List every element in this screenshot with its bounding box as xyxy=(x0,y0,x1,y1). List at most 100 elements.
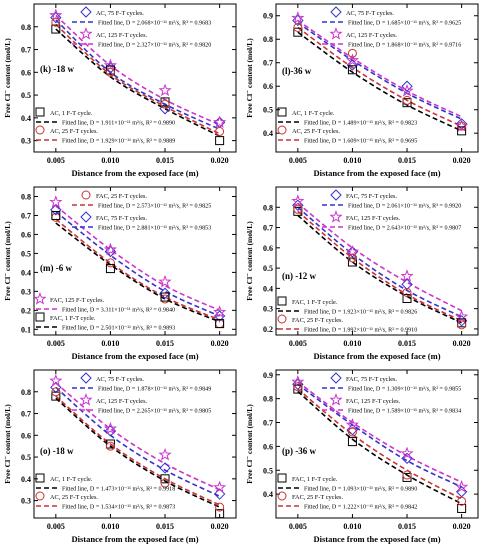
legend-label: AC, 1 F-T cycle. xyxy=(50,476,93,483)
data-point xyxy=(457,121,467,131)
x-tick-label: 0.010 xyxy=(101,156,119,165)
x-axis-label: Distance from the exposed face (m) xyxy=(313,351,440,361)
data-point xyxy=(402,287,412,297)
legend-marker xyxy=(35,473,45,483)
legend-label: FAC, 125 F-T cycles. xyxy=(346,215,401,222)
legend-label: FAC, 75 F-T cycles. xyxy=(346,193,397,200)
chart-panel: 0.005 0.010 0.015 0.020 0.1 0.2 0.3 0.4 0.5 0.6 0.… xyxy=(0,183,242,366)
legend-fit-label: Fitted line, D = 1.309×10⁻¹¹ m²/s, R² = … xyxy=(348,386,461,393)
data-point xyxy=(345,417,360,431)
data-point xyxy=(293,22,303,32)
y-tick-label: 0.8 xyxy=(263,395,273,404)
legend-label: FAC, 1 F-T cycle. xyxy=(292,476,338,483)
legend-fit-label: Fitted line, D = 1.929×10⁻¹¹ m²/s, R² = … xyxy=(62,138,175,145)
y-tick-label: 0.9 xyxy=(263,371,273,380)
x-axis-label: Distance from the exposed face (m) xyxy=(71,351,198,361)
plot-frame xyxy=(275,186,479,336)
data-point xyxy=(291,11,305,24)
legend-fit-label: Fitted line, D = 2.327×10⁻¹¹ m²/s, R² = … xyxy=(98,42,211,49)
legend-label: FAC, 75 F-T cycles. xyxy=(346,376,397,383)
data-point xyxy=(291,194,305,207)
legend-label: AC, 75 F-T cycles. xyxy=(346,10,394,17)
fitted-line xyxy=(297,383,462,488)
chart-panel: 0.005 0.010 0.015 0.020 0.3 0.4 0.5 0.6 0.7 0.8 Di… xyxy=(0,366,242,549)
y-tick-label: 0.7 xyxy=(21,410,31,419)
data-point xyxy=(49,8,63,21)
legend-fit-label: Fitted line, D = 2.068×10⁻¹¹ m²/s, R² = … xyxy=(98,20,211,27)
fitted-line xyxy=(297,31,462,132)
x-axis-label: Distance from the exposed face (m) xyxy=(313,534,440,544)
fitted-line xyxy=(55,386,220,497)
data-point xyxy=(158,447,172,461)
y-tick-label: 0.4 xyxy=(21,268,31,277)
fitted-line xyxy=(55,14,220,126)
fitted-line xyxy=(297,388,462,500)
legend-fit-label: Fitted line, D = 1.489×10⁻¹¹ m²/s, R² = … xyxy=(304,120,417,127)
fitted-line xyxy=(297,206,462,318)
legend-fit-label: Fitted line, D = 1.473×10⁻¹¹ m²/s, R² = … xyxy=(62,486,175,493)
data-point xyxy=(160,97,170,107)
x-tick-label: 0.020 xyxy=(453,522,471,531)
x-tick-label: 0.015 xyxy=(156,522,174,531)
data-point xyxy=(49,373,63,387)
data-point xyxy=(158,83,172,97)
legend-marker xyxy=(329,210,343,223)
chart-panel: 0.005 0.010 0.015 0.020 0.2 0.3 0.4 0.5 0.6 0.7 0.… xyxy=(242,183,484,366)
y-tick-label: 0.7 xyxy=(263,224,273,233)
chart-svg: 0.005 0.010 0.015 0.020 0.1 0.2 0.3 0.4 0.5 0.6 0.… xyxy=(3,186,237,361)
legend-label: FAC, 125 F-T cycles. xyxy=(50,297,105,304)
legend-label: FAC, 1 F-T cycle. xyxy=(292,299,338,306)
data-point xyxy=(49,195,63,208)
legend-marker xyxy=(330,189,342,201)
x-tick-label: 0.010 xyxy=(101,522,119,531)
data-point xyxy=(213,115,227,129)
data-point xyxy=(103,421,118,435)
legend-label: FAC, 75 F-T cycles. xyxy=(96,215,147,222)
legend-fit-label: Fitted line, D = 2.881×10⁻¹¹ m²/s, R² = … xyxy=(98,225,211,232)
legend-label: AC, 75 F-T cycles. xyxy=(96,10,144,17)
data-point xyxy=(402,294,412,304)
data-point xyxy=(215,127,225,137)
plot-frame xyxy=(33,369,237,519)
legend-marker xyxy=(35,491,45,501)
y-tick-label: 0.6 xyxy=(263,442,273,451)
x-tick-label: 0.005 xyxy=(47,339,65,348)
legend-label: FAC, 25 F-T cycles. xyxy=(292,494,343,501)
data-point xyxy=(347,253,357,263)
panel-label: (o) -18 w xyxy=(40,446,74,456)
data-point xyxy=(215,136,225,146)
x-tick-label: 0.010 xyxy=(101,339,119,348)
data-point xyxy=(103,58,118,72)
legend-marker xyxy=(80,372,92,384)
data-point xyxy=(402,98,412,108)
data-point xyxy=(50,204,62,216)
x-tick-label: 0.005 xyxy=(289,339,307,348)
data-point xyxy=(105,264,115,274)
y-tick-label: 0.8 xyxy=(21,388,31,397)
legend-fit-label: Fitted line, D = 1.589×10⁻¹¹ m²/s, R² = … xyxy=(348,408,461,415)
fitted-line xyxy=(55,19,220,130)
x-axis-label: Distance from the exposed face (m) xyxy=(313,168,440,178)
y-tick-label: 0.5 xyxy=(263,466,273,475)
data-point xyxy=(293,384,303,394)
y-tick-label: 0.3 xyxy=(21,137,31,146)
data-point xyxy=(293,27,303,37)
data-point xyxy=(291,375,305,388)
y-tick-label: 0.6 xyxy=(263,82,273,91)
legend-fit-label: Fitted line, D = 2.573×10⁻¹¹ m²/s, R² = … xyxy=(98,203,211,210)
data-point xyxy=(292,14,304,27)
x-axis-label: Distance from the exposed face (m) xyxy=(71,168,198,178)
data-point xyxy=(347,257,357,267)
data-point xyxy=(293,204,303,214)
x-tick-label: 0.015 xyxy=(398,156,416,165)
legend-marker xyxy=(329,393,343,406)
y-tick-label: 0.4 xyxy=(263,284,273,293)
legend-marker xyxy=(80,6,92,18)
chart-panel: 0.005 0.010 0.015 0.020 0.4 0.5 0.6 0.7 0.8 0.9 Di… xyxy=(242,366,484,549)
legend-fit-label: Fitted line, D = 1.911×10⁻¹¹ m²/s, R² = … xyxy=(62,120,175,127)
chart-panel: 0.005 0.010 0.015 0.020 0.3 0.4 0.5 0.6 0.7 0.8 Di… xyxy=(0,0,242,183)
legend-label: AC, 75 F-T cycles. xyxy=(96,376,144,383)
legend-label: AC, 125 F-T cycles. xyxy=(346,32,398,39)
data-point xyxy=(215,509,225,519)
legend-label: FAC, 1 F-T cycle. xyxy=(50,315,96,322)
